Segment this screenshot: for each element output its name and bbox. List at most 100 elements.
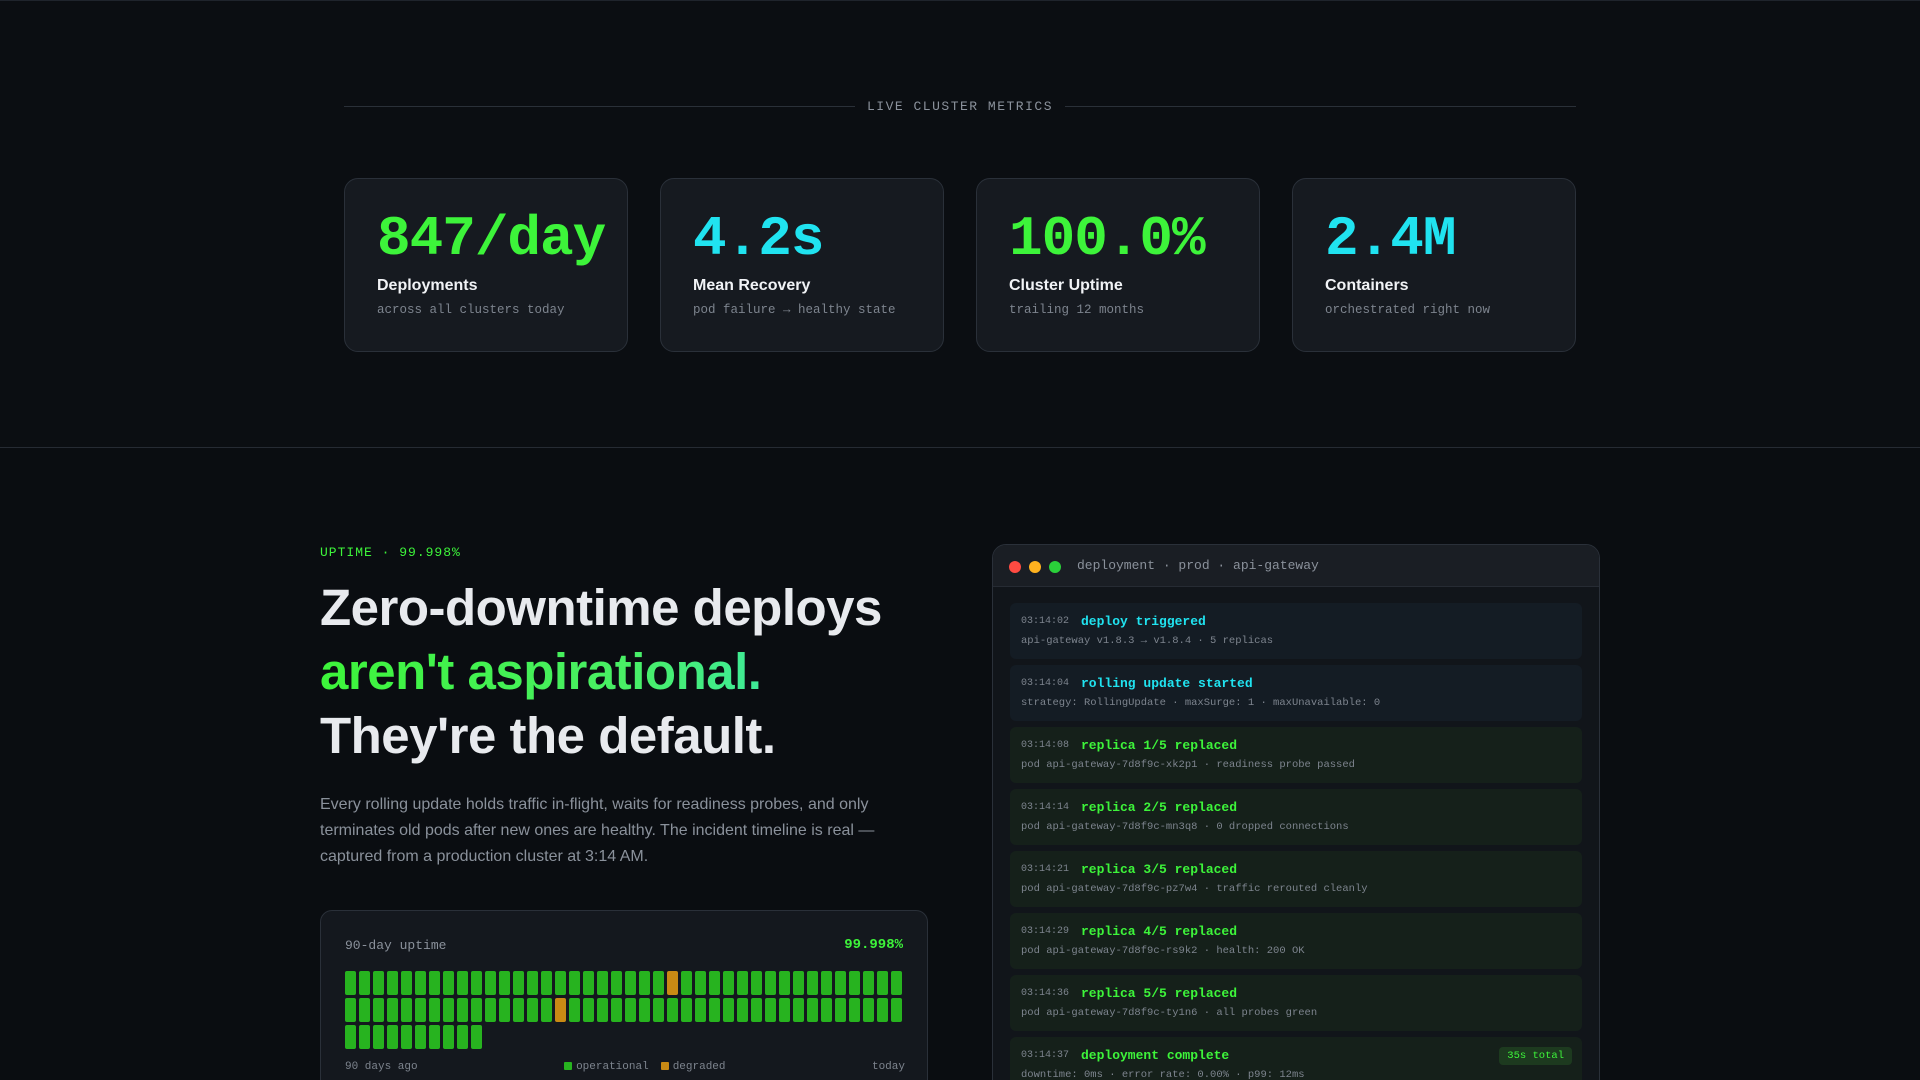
uptime-day-operational: [611, 971, 622, 995]
log-event: deploy triggered: [1081, 614, 1206, 629]
uptime-day-operational: [765, 971, 776, 995]
metric-title: Cluster Uptime: [1009, 277, 1123, 294]
uptime-day-operational: [457, 1025, 468, 1049]
log-entry: 03:14:36 replica 5/5 replaced pod api-ga…: [1010, 975, 1582, 1031]
uptime-day-operational: [639, 998, 650, 1022]
uptime-day-operational: [653, 971, 664, 995]
uptime-day-operational: [793, 998, 804, 1022]
uptime-day-operational: [779, 971, 790, 995]
uptime-day-operational: [541, 998, 552, 1022]
uptime-grid: [345, 971, 905, 1049]
terminal-title: deployment · prod · api-gateway: [1077, 558, 1319, 573]
hero-headline: Zero-downtime deploys aren't aspirationa…: [320, 576, 882, 768]
uptime-day-operational: [807, 998, 818, 1022]
uptime-day-operational: [443, 1025, 454, 1049]
legend-operational: operational: [564, 1061, 649, 1073]
uptime-day-operational: [345, 998, 356, 1022]
uptime-day-degraded: [555, 998, 566, 1022]
uptime-day-operational: [499, 971, 510, 995]
uptime-day-operational: [863, 998, 874, 1022]
uptime-card-percent: 99.998%: [844, 937, 903, 953]
uptime-day-operational: [835, 971, 846, 995]
log-time: 03:14:14: [1021, 802, 1070, 813]
uptime-day-operational: [723, 971, 734, 995]
uptime-day-operational: [359, 1025, 370, 1049]
headline-line-2-accent: aren't aspirational.: [320, 640, 882, 704]
log-entry: 03:14:04 rolling update started strategy…: [1010, 665, 1582, 721]
maximize-window-icon[interactable]: [1049, 561, 1061, 573]
section-label-row: LIVE CLUSTER METRICS: [344, 96, 1576, 116]
log-time: 03:14:21: [1021, 864, 1070, 875]
uptime-start-label: 90 days ago: [345, 1061, 418, 1073]
divider-line: [344, 105, 855, 107]
log-detail: strategy: RollingUpdate · maxSurge: 1 · …: [1021, 697, 1381, 709]
uptime-day-operational: [597, 998, 608, 1022]
legend-degraded-label: degraded: [672, 1061, 726, 1073]
uptime-day-operational: [821, 998, 832, 1022]
log-detail: downtime: 0ms · error rate: 0.00% · p99:…: [1021, 1069, 1305, 1080]
uptime-day-operational: [611, 998, 622, 1022]
uptime-day-operational: [709, 971, 720, 995]
log-entry: 03:14:14 replica 2/5 replaced pod api-ga…: [1010, 789, 1582, 845]
metric-card-cluster-uptime: 100.0% Cluster Uptime trailing 12 months: [976, 178, 1260, 352]
uptime-day-operational: [415, 971, 426, 995]
uptime-day-operational: [723, 998, 734, 1022]
uptime-day-operational: [877, 971, 888, 995]
uptime-day-operational: [737, 971, 748, 995]
uptime-day-operational: [485, 998, 496, 1022]
log-event: replica 3/5 replaced: [1081, 862, 1238, 877]
uptime-day-operational: [415, 998, 426, 1022]
uptime-day-operational: [373, 971, 384, 995]
uptime-day-operational: [695, 998, 706, 1022]
uptime-day-operational: [751, 971, 762, 995]
metric-value: 4.2s: [693, 207, 824, 271]
log-entry: 03:14:08 replica 1/5 replaced pod api-ga…: [1010, 727, 1582, 783]
uptime-day-degraded: [667, 971, 678, 995]
log-event: replica 5/5 replaced: [1081, 986, 1238, 1001]
uptime-day-operational: [457, 998, 468, 1022]
section-label: LIVE CLUSTER METRICS: [866, 98, 1054, 114]
log-time: 03:14:29: [1021, 926, 1070, 937]
headline-line-3: They're the default.: [320, 707, 776, 764]
uptime-day-operational: [471, 971, 482, 995]
uptime-day-operational: [387, 971, 398, 995]
metrics-section: LIVE CLUSTER METRICS 847/day Deployments…: [0, 0, 1920, 448]
uptime-day-operational: [499, 998, 510, 1022]
uptime-end-label: today: [871, 1061, 905, 1073]
metric-title: Containers: [1325, 277, 1409, 294]
log-event: deployment complete: [1081, 1048, 1230, 1063]
uptime-day-operational: [401, 1025, 412, 1049]
log-detail: pod api-gateway-7d8f9c-pz7w4 · traffic r…: [1021, 883, 1368, 895]
uptime-day-operational: [457, 971, 468, 995]
uptime-day-operational: [387, 1025, 398, 1049]
uptime-day-operational: [849, 971, 860, 995]
log-entry: 03:14:02 deploy triggered api-gateway v1…: [1010, 603, 1582, 659]
uptime-day-operational: [583, 998, 594, 1022]
log-entry: 03:14:21 replica 3/5 replaced pod api-ga…: [1010, 851, 1582, 907]
log-detail: api-gateway v1.8.3 → v1.8.4 · 5 replicas: [1021, 635, 1274, 647]
metric-card-deployments: 847/day Deployments across all clusters …: [344, 178, 628, 352]
log-entry: 03:14:37 deployment complete 35s total d…: [1010, 1037, 1582, 1080]
uptime-day-operational: [891, 971, 902, 995]
uptime-day-operational: [471, 1025, 482, 1049]
uptime-day-operational: [429, 971, 440, 995]
uptime-day-operational: [485, 971, 496, 995]
uptime-day-operational: [625, 998, 636, 1022]
log-detail: pod api-gateway-7d8f9c-rs9k2 · health: 2…: [1021, 945, 1305, 957]
log-event: replica 4/5 replaced: [1081, 924, 1238, 939]
close-window-icon[interactable]: [1009, 561, 1021, 573]
minimize-window-icon[interactable]: [1029, 561, 1041, 573]
uptime-day-operational: [359, 998, 370, 1022]
uptime-day-operational: [709, 998, 720, 1022]
uptime-eyebrow: UPTIME · 99.998%: [320, 545, 461, 560]
log-detail: pod api-gateway-7d8f9c-xk2p1 · readiness…: [1021, 759, 1355, 771]
metric-subtitle: across all clusters today: [377, 303, 565, 317]
uptime-day-operational: [373, 998, 384, 1022]
metric-title: Deployments: [377, 277, 478, 294]
uptime-day-operational: [387, 998, 398, 1022]
log-entry: 03:14:29 replica 4/5 replaced pod api-ga…: [1010, 913, 1582, 969]
uptime-day-operational: [667, 998, 678, 1022]
log-time: 03:14:04: [1021, 678, 1070, 689]
log-time: 03:14:02: [1021, 616, 1070, 627]
metric-subtitle: trailing 12 months: [1009, 303, 1145, 317]
